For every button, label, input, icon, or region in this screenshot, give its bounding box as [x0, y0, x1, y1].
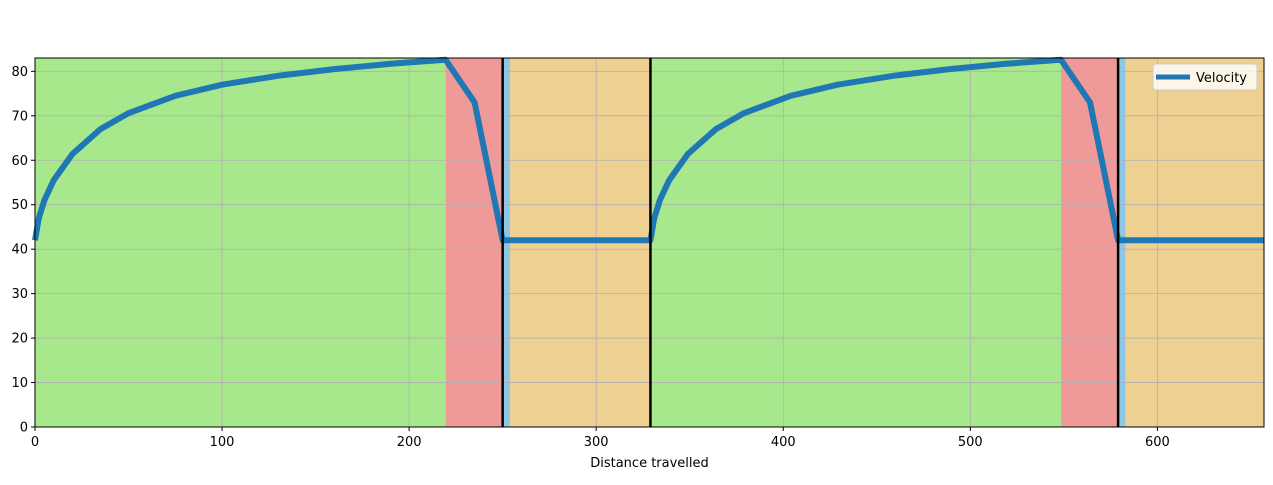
x-tick-label-3: 300 [584, 435, 609, 450]
legend-box [1152, 63, 1258, 91]
y-tick-label-3: 30 [11, 287, 28, 302]
y-tick-label-1: 10 [11, 376, 28, 391]
y-tick-label-7: 70 [11, 109, 28, 124]
legend: Velocity [1152, 63, 1258, 91]
region-4 [650, 58, 1062, 427]
y-tick-label-0: 0 [20, 421, 28, 436]
x-axis-label: Distance travelled [590, 456, 709, 471]
region-0 [35, 58, 446, 427]
y-tick-label-8: 80 [11, 65, 28, 80]
x-tick-label-4: 400 [771, 435, 796, 450]
x-tick-label-0: 0 [31, 435, 39, 450]
y-tick-label-2: 20 [11, 332, 28, 347]
marker-lines [501, 58, 1120, 427]
legend-label-velocity: Velocity [1196, 71, 1247, 86]
axis-ticks: 0 100 200 300 400 500 600 0 10 20 30 40 50 60 70 80 [11, 65, 1169, 450]
background-regions [35, 58, 1264, 427]
x-tick-label-2: 200 [397, 435, 422, 450]
plot-frame [34, 57, 1265, 428]
x-tick-label-5: 500 [958, 435, 983, 450]
y-tick-label-5: 50 [11, 198, 28, 213]
region-1 [445, 58, 503, 427]
y-tick-label-6: 60 [11, 154, 28, 169]
x-tick-label-6: 600 [1145, 435, 1170, 450]
y-tick-label-4: 40 [11, 243, 28, 258]
x-tick-label-1: 100 [210, 435, 235, 450]
region-5 [1061, 58, 1119, 427]
